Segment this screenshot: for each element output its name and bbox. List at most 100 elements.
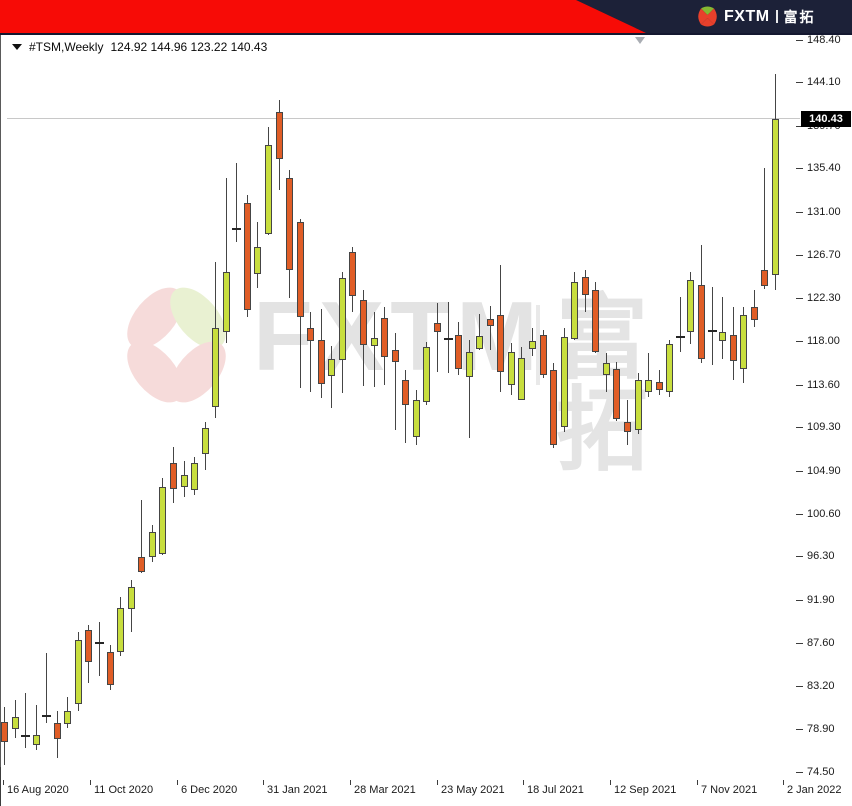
bear-candle-body	[244, 202, 251, 310]
time-axis-tick	[783, 780, 784, 785]
chart-ohlc-values: 124.92 144.96 123.22 140.43	[110, 40, 268, 54]
bull-candle-body	[12, 717, 19, 730]
time-axis-label: 12 Sep 2021	[614, 784, 677, 796]
chart-menu-arrow-icon[interactable]	[12, 44, 22, 50]
bear-candle-body	[487, 318, 494, 326]
time-axis-tick	[610, 780, 611, 785]
current-price-line	[7, 118, 800, 119]
bear-candle-body	[540, 334, 547, 376]
bear-candle-body	[318, 339, 325, 385]
candle-wick	[437, 302, 438, 373]
bull-candle-body	[772, 119, 779, 275]
price-axis-label: 104.90	[807, 464, 841, 477]
bull-candle-body	[202, 427, 209, 454]
bear-candle-body	[297, 222, 304, 317]
bear-candle-body	[582, 277, 589, 295]
time-axis-label: 28 Mar 2021	[354, 784, 416, 796]
price-axis-label: 135.40	[807, 162, 841, 175]
bear-candle-body	[497, 314, 504, 373]
bull-candle-body	[740, 314, 747, 370]
fxtm-logo: FXTM 富拓	[697, 0, 816, 33]
price-axis-tick	[796, 168, 803, 170]
price-axis-tick	[796, 642, 803, 644]
bear-candle-body	[360, 299, 367, 346]
price-axis-label: 122.30	[807, 292, 841, 305]
brand-separator	[775, 10, 778, 23]
price-axis-tick	[796, 556, 803, 558]
bear-candle-body	[656, 382, 663, 391]
price-axis-label: 126.70	[807, 248, 841, 261]
time-axis-tick	[697, 780, 698, 785]
price-axis-tick	[796, 470, 803, 472]
time-axis-tick	[523, 780, 524, 785]
price-axis-tick	[796, 728, 803, 730]
bull-candle-body	[571, 282, 578, 339]
candle-wick	[141, 500, 142, 573]
price-axis-line[interactable]	[0, 767, 1, 806]
bear-candle-body	[392, 350, 399, 363]
price-axis-label: 118.00	[807, 335, 840, 347]
bull-candle-body	[212, 327, 219, 407]
candle-wick	[46, 652, 47, 724]
price-axis-tick	[796, 384, 803, 386]
doji-candle-dash	[95, 642, 104, 645]
candle-wick	[712, 286, 713, 366]
bear-candle-body	[550, 370, 557, 445]
doji-candle-dash	[444, 337, 453, 340]
time-axis-label: 6 Dec 2020	[181, 784, 238, 796]
bull-candle-body	[33, 735, 40, 746]
bear-candle-body	[107, 651, 114, 685]
doji-candle-dash	[21, 735, 30, 738]
price-axis-label: 144.10	[807, 76, 841, 89]
bear-candle-body	[434, 322, 441, 332]
price-axis-tick	[796, 427, 803, 429]
price-axis-label: 113.60	[807, 378, 840, 391]
bear-candle-body	[307, 327, 314, 341]
brand-banner: FXTM 富拓	[0, 0, 852, 35]
bull-candle-body	[339, 278, 346, 361]
bull-candle-body	[603, 363, 610, 376]
candle-wick	[226, 177, 227, 343]
price-axis-label: 96.30	[807, 550, 835, 563]
price-axis-label: 74.50	[807, 766, 835, 779]
price-axis-tick	[796, 212, 803, 214]
bull-candle-body	[529, 340, 536, 350]
brand-name: FXTM	[724, 7, 770, 25]
fxtm-logo-icon	[697, 6, 718, 27]
candle-wick	[236, 162, 237, 243]
candle-wick	[479, 313, 480, 351]
bull-candle-body	[181, 475, 188, 488]
bull-candle-body	[159, 487, 166, 554]
price-axis-label: 78.90	[807, 722, 835, 735]
time-axis-label: 18 Jul 2021	[527, 784, 584, 796]
time-axis-label: 16 Aug 2020	[7, 784, 69, 796]
bear-candle-body	[698, 284, 705, 360]
current-price-tag: 140.43	[801, 111, 851, 127]
bear-candle-body	[138, 556, 145, 572]
candle-wick	[310, 311, 311, 393]
bull-candle-body	[328, 359, 335, 377]
bull-candle-body	[561, 336, 568, 427]
bear-candle-body	[624, 421, 631, 432]
bear-candle-body	[761, 270, 768, 286]
chart-shift-marker-icon[interactable]	[635, 37, 645, 44]
bull-candle-body	[466, 352, 473, 378]
bull-candle-body	[508, 352, 515, 386]
bull-candle-body	[413, 400, 420, 437]
bear-candle-body	[1, 722, 8, 743]
banner-red-stripe	[0, 0, 646, 33]
bull-candle-body	[191, 462, 198, 491]
brand-name-chinese: 富拓	[783, 8, 816, 25]
doji-candle-dash	[42, 715, 51, 718]
time-axis-label: 2 Jan 2022	[787, 784, 842, 796]
time-axis-tick	[437, 780, 438, 785]
bear-candle-body	[730, 334, 737, 362]
bear-candle-body	[613, 369, 620, 419]
price-axis-tick	[796, 686, 803, 688]
bear-candle-body	[286, 177, 293, 271]
candle-wick	[722, 296, 723, 360]
doji-candle-dash	[676, 335, 685, 338]
price-axis-tick	[796, 513, 803, 515]
time-axis-tick	[177, 780, 178, 785]
